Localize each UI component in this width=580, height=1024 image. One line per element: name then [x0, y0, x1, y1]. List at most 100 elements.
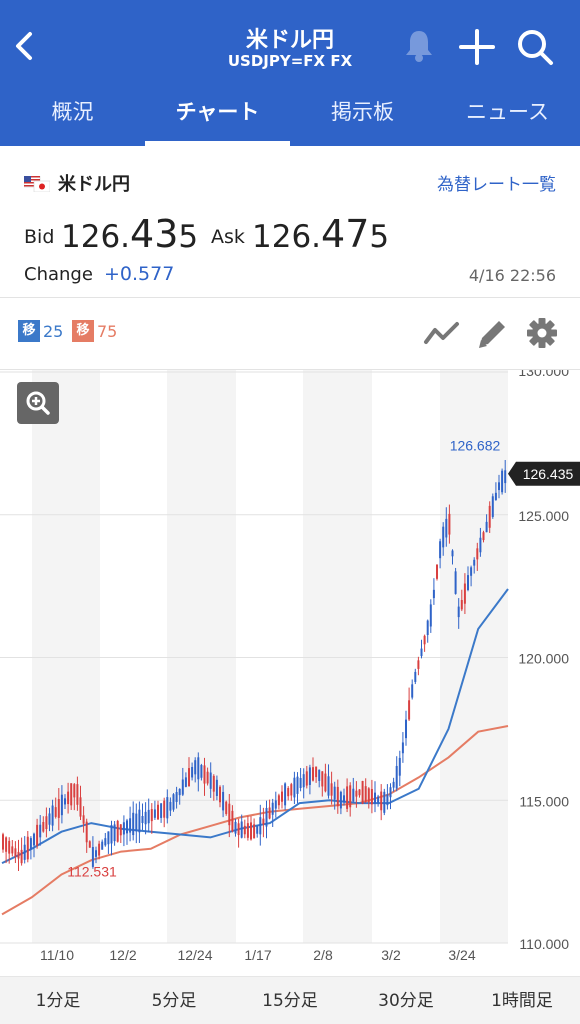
candle-body — [160, 803, 163, 818]
candle — [485, 514, 488, 533]
candle-body — [23, 844, 26, 860]
candlestick-chart: 130.000 125.000 120.000 115.000 110.000 11/10… — [0, 370, 580, 963]
candle-body — [296, 776, 299, 794]
zoom-button[interactable] — [17, 382, 59, 424]
chart-toolbar: 移 25 移 75 — [0, 300, 580, 370]
candle-body — [336, 786, 339, 807]
timeframe-1min[interactable]: 1分足 — [35, 991, 81, 1011]
back-icon[interactable] — [8, 28, 40, 64]
timeframe-1hour[interactable]: 1時間足 — [491, 991, 553, 1011]
x-tick-label: 12/2 — [109, 947, 136, 963]
candle-body — [491, 496, 494, 517]
candle-body — [355, 790, 358, 797]
candle — [491, 493, 494, 519]
candle-body — [262, 818, 265, 825]
candle-body — [346, 786, 349, 809]
tab-bar: 概況 チャート 掲示板 ニュース — [0, 92, 580, 146]
candle — [417, 656, 420, 676]
candle — [42, 816, 45, 833]
low-label: 112.531 — [67, 864, 117, 880]
line-chart-icon[interactable] — [422, 314, 462, 352]
candle-body — [88, 841, 91, 848]
candle — [203, 757, 206, 796]
candle — [228, 794, 231, 838]
search-icon[interactable] — [514, 26, 556, 68]
candle — [110, 820, 113, 856]
bid-value-big: 43 — [130, 212, 179, 256]
candle-body — [485, 521, 488, 533]
candle — [355, 781, 358, 808]
candle-body — [33, 833, 35, 846]
candle — [64, 794, 66, 810]
pencil-icon[interactable] — [472, 314, 512, 352]
candle-body — [36, 824, 39, 846]
high-label: 126.682 — [450, 438, 501, 454]
candle-body — [423, 635, 426, 645]
candle — [423, 634, 426, 652]
candle — [448, 504, 451, 544]
candle — [107, 831, 110, 854]
candle — [405, 710, 407, 746]
candle-body — [445, 518, 448, 538]
tab-overview[interactable]: 概況 — [51, 100, 94, 124]
tab-news[interactable]: ニュース — [466, 100, 549, 124]
candle-body — [498, 482, 500, 491]
timeframe-15min[interactable]: 15分足 — [262, 991, 318, 1011]
candle — [119, 824, 122, 844]
tab-board[interactable]: 掲示板 — [331, 100, 394, 124]
price-chart[interactable]: 130.000 125.000 120.000 115.000 110.000 11/10… — [0, 370, 580, 976]
candle-body — [215, 779, 218, 796]
candle — [129, 806, 132, 842]
pair-name: 米ドル円 — [58, 174, 130, 195]
candle — [277, 793, 280, 810]
candle — [321, 771, 324, 797]
plus-icon[interactable] — [456, 26, 498, 68]
candle-body — [367, 788, 370, 803]
candle-body — [231, 810, 234, 832]
x-tick-label: 12/24 — [177, 947, 212, 963]
candle — [352, 777, 355, 803]
rates-list-link[interactable]: 為替レート一覧 — [437, 175, 556, 195]
candle — [259, 804, 262, 846]
ma25-indicator[interactable]: 移 25 — [18, 320, 63, 342]
candle-body — [473, 559, 476, 566]
candle — [26, 831, 29, 863]
candle-body — [253, 824, 256, 839]
candle — [327, 764, 330, 799]
ma75-indicator[interactable]: 移 75 — [72, 320, 117, 342]
candle-body — [305, 771, 308, 786]
candle-body — [219, 786, 221, 803]
candle-body — [268, 807, 271, 819]
y-tick-label: 125.000 — [518, 508, 569, 524]
candle-body — [95, 850, 97, 857]
chart-band — [167, 370, 236, 943]
candle — [470, 565, 473, 587]
candle-body — [191, 766, 194, 778]
candle — [367, 787, 370, 809]
candle — [29, 836, 32, 860]
tab-chart[interactable]: チャート — [145, 92, 290, 146]
candle — [219, 785, 221, 808]
candle — [141, 803, 144, 831]
gear-icon[interactable] — [522, 314, 562, 352]
chart-band — [440, 370, 508, 943]
candle — [287, 786, 290, 801]
bell-icon[interactable] — [402, 28, 436, 64]
candle — [104, 832, 107, 847]
candle — [442, 522, 445, 556]
candle-body — [76, 784, 79, 805]
candle-body — [110, 825, 113, 844]
candle-body — [57, 799, 60, 818]
candle-body — [417, 660, 420, 669]
candle-body — [457, 606, 460, 618]
ma75-tag: 移 — [72, 320, 94, 342]
x-tick-label: 2/8 — [313, 947, 333, 963]
candle — [463, 573, 466, 615]
candle — [178, 788, 181, 805]
candle — [113, 821, 116, 846]
candle-body — [361, 781, 364, 804]
timeframe-30min[interactable]: 30分足 — [378, 991, 434, 1011]
candle — [293, 771, 296, 805]
candle-body — [420, 648, 423, 657]
timeframe-5min[interactable]: 5分足 — [151, 991, 197, 1011]
